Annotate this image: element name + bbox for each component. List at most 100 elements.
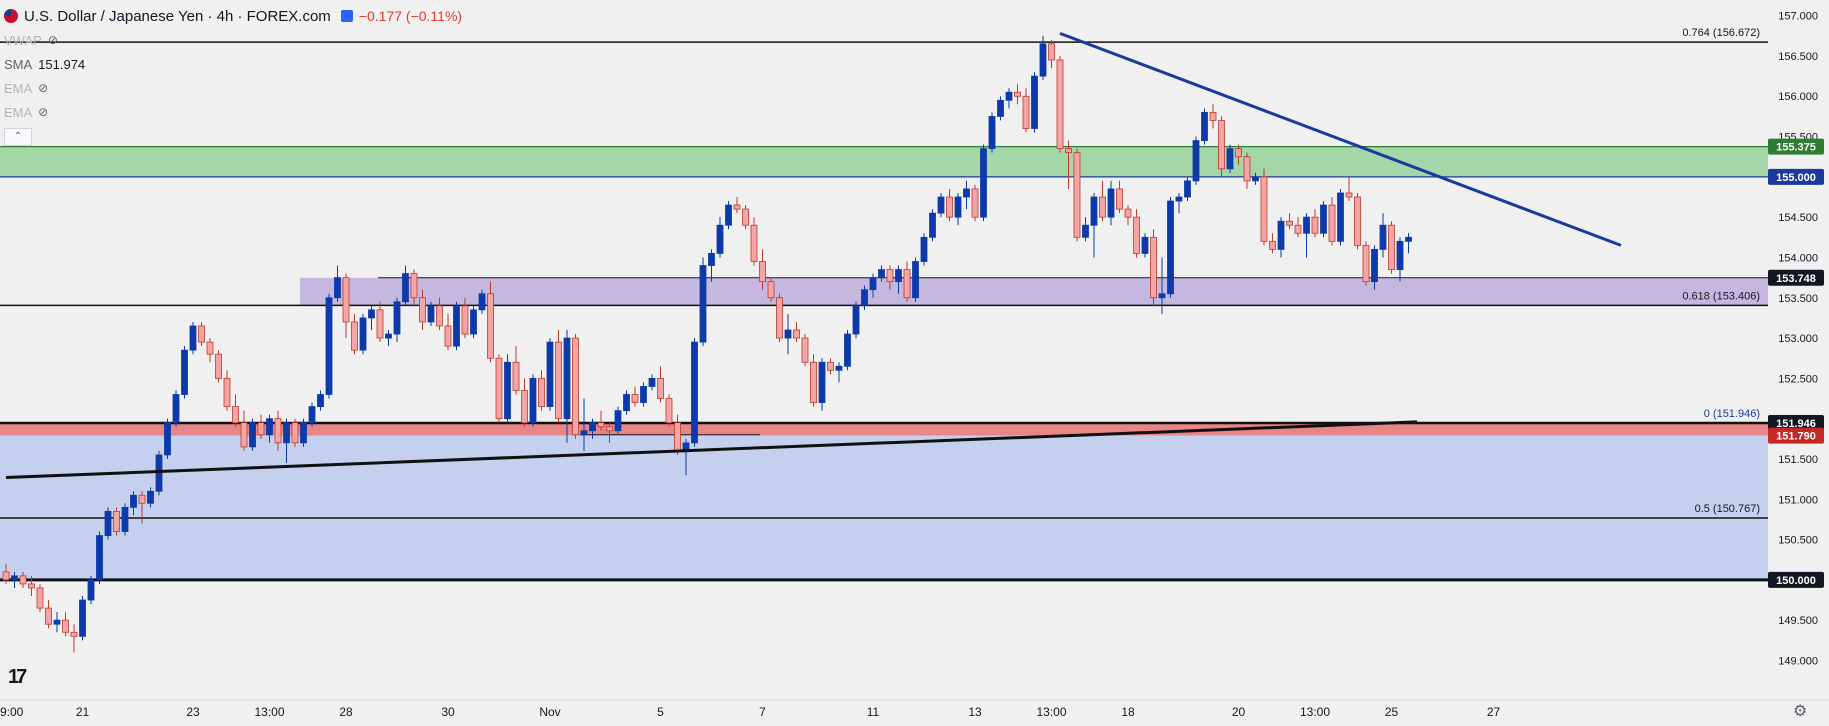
tradingview-logo-icon[interactable]: 17 bbox=[8, 666, 27, 688]
fib-label: 0.5 (150.767) bbox=[1695, 503, 1760, 515]
candle bbox=[317, 394, 324, 407]
candle bbox=[223, 377, 231, 407]
candle bbox=[1048, 43, 1055, 61]
candle bbox=[436, 305, 443, 327]
price-tag-label: 155.375 bbox=[1776, 142, 1816, 154]
candle bbox=[206, 341, 214, 355]
x-tick-label: 21 bbox=[76, 705, 90, 719]
candle bbox=[1158, 293, 1166, 299]
candle bbox=[759, 261, 766, 283]
fib-label: 0 (151.946) bbox=[1704, 408, 1760, 420]
candle bbox=[376, 309, 384, 339]
candle bbox=[963, 188, 970, 198]
x-tick-label: 9:00 bbox=[0, 705, 24, 719]
candle bbox=[359, 317, 367, 351]
y-tick-label: 153.000 bbox=[1778, 333, 1818, 345]
candle bbox=[648, 377, 656, 387]
candle bbox=[912, 261, 919, 299]
candle bbox=[657, 377, 664, 399]
candle bbox=[665, 398, 673, 424]
candle bbox=[62, 619, 69, 633]
candle bbox=[589, 422, 596, 432]
collapse-legend-button[interactable]: ⌃ bbox=[4, 128, 32, 146]
candle bbox=[1090, 196, 1098, 226]
candle bbox=[368, 309, 375, 319]
y-tick-label: 151.000 bbox=[1778, 494, 1818, 506]
x-tick-label: 27 bbox=[1487, 705, 1501, 719]
candle bbox=[1218, 120, 1225, 170]
candle bbox=[793, 329, 800, 339]
candle bbox=[555, 341, 562, 420]
candle bbox=[1005, 91, 1013, 101]
candle bbox=[512, 361, 520, 391]
x-tick-label: 5 bbox=[657, 705, 664, 719]
candle bbox=[1022, 95, 1030, 129]
candle bbox=[920, 236, 928, 262]
candle bbox=[1405, 236, 1412, 242]
candle bbox=[28, 583, 35, 589]
price-tag bbox=[1768, 138, 1824, 155]
candle bbox=[1133, 216, 1140, 254]
candle bbox=[147, 490, 154, 504]
candle bbox=[1269, 240, 1276, 250]
candle bbox=[45, 607, 52, 625]
price-tag bbox=[1768, 415, 1824, 432]
candle bbox=[215, 353, 222, 379]
indicator-ema-1[interactable]: EMA ⊘ bbox=[4, 76, 462, 100]
candle bbox=[1209, 111, 1217, 121]
candle bbox=[70, 631, 78, 637]
x-tick-label: 28 bbox=[339, 705, 353, 719]
fib-label: 0.618 (153.406) bbox=[1682, 290, 1760, 302]
candle bbox=[1031, 75, 1038, 129]
candle bbox=[563, 337, 571, 420]
candle bbox=[929, 212, 936, 238]
candle bbox=[886, 269, 894, 283]
candle bbox=[1039, 43, 1047, 77]
y-tick-label: 152.500 bbox=[1778, 373, 1818, 385]
candle bbox=[980, 148, 987, 218]
eye-off-icon[interactable]: ⊘ bbox=[38, 81, 49, 95]
settings-icon[interactable]: ⚙ bbox=[1793, 703, 1808, 720]
candle bbox=[1396, 240, 1404, 270]
us-flag-icon bbox=[4, 9, 18, 23]
symbol-title[interactable]: U.S. Dollar / Japanese Yen · 4h · FOREX.… bbox=[24, 7, 331, 25]
candle bbox=[691, 341, 698, 444]
candle bbox=[470, 309, 477, 335]
fib-label: 0.764 (156.672) bbox=[1682, 27, 1760, 39]
candle bbox=[1073, 152, 1081, 238]
symbol-row[interactable]: U.S. Dollar / Japanese Yen · 4h · FOREX.… bbox=[4, 4, 462, 28]
candle bbox=[1337, 192, 1344, 242]
candle bbox=[402, 273, 409, 303]
zone-support bbox=[300, 277, 1768, 306]
x-tick-label: Nov bbox=[539, 705, 560, 719]
trendline-rising-support bbox=[5, 420, 1418, 480]
candle bbox=[181, 349, 188, 395]
candle bbox=[351, 321, 358, 351]
candle bbox=[283, 422, 290, 444]
candle bbox=[53, 619, 61, 625]
indicator-vwap[interactable]: VWAP ⊘ bbox=[4, 28, 462, 52]
candle bbox=[198, 325, 205, 343]
eye-off-icon[interactable]: ⊘ bbox=[47, 33, 58, 47]
candle bbox=[1082, 224, 1089, 238]
candle bbox=[818, 361, 826, 403]
indicator-ema-2[interactable]: EMA ⊘ bbox=[4, 100, 462, 124]
candle bbox=[121, 506, 129, 532]
indicator-sma[interactable]: SMA 151.974 bbox=[4, 52, 462, 76]
candle bbox=[291, 422, 299, 444]
candle bbox=[861, 289, 868, 307]
candle bbox=[249, 422, 256, 448]
candle bbox=[164, 422, 171, 456]
x-tick-label: 11 bbox=[867, 705, 880, 719]
x-tick-label: 25 bbox=[1385, 705, 1399, 719]
candle bbox=[1235, 148, 1242, 158]
candle bbox=[844, 333, 851, 367]
price-tag-label: 151.790 bbox=[1776, 431, 1816, 443]
eye-off-icon[interactable]: ⊘ bbox=[38, 105, 49, 119]
indicator-name: VWAP bbox=[4, 32, 42, 48]
candle bbox=[852, 305, 860, 335]
candle bbox=[954, 196, 962, 218]
candle bbox=[708, 253, 715, 266]
candle bbox=[1294, 224, 1302, 234]
